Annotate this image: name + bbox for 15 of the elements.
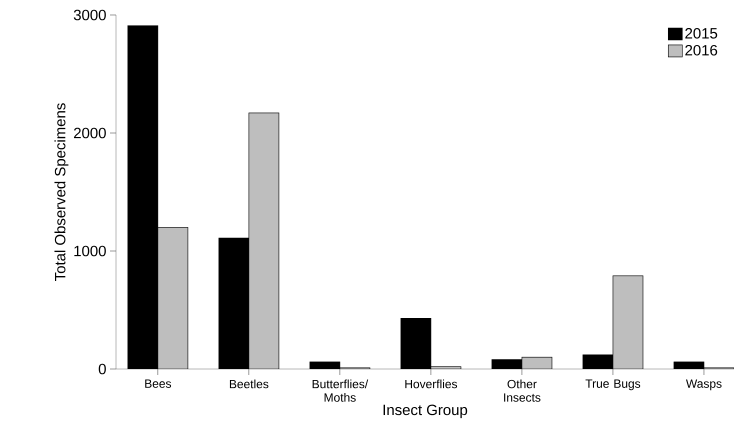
legend-label: 2015 xyxy=(685,28,718,39)
y-axis-title: Total Observed Specimens xyxy=(54,103,68,281)
y-tick-label: 1000 xyxy=(74,246,106,256)
y-tick-label: 0 xyxy=(98,364,106,374)
x-tick-label: True Bugs xyxy=(586,380,640,390)
x-axis-title: Insect Group xyxy=(384,404,468,418)
x-tick-label: Wasps xyxy=(686,380,722,390)
x-tick-label: Beetles xyxy=(230,380,268,388)
legend-label: 2016 xyxy=(685,44,718,56)
y-tick-label: 3000 xyxy=(74,10,106,20)
x-tick-label: Butterflies/ Moths xyxy=(312,380,368,402)
x-tick-label: Bees xyxy=(145,380,172,388)
x-tick-label: Hoverflies xyxy=(405,380,458,388)
x-tick-label: Other Insects xyxy=(504,380,540,402)
y-tick-label: 2000 xyxy=(74,128,106,138)
